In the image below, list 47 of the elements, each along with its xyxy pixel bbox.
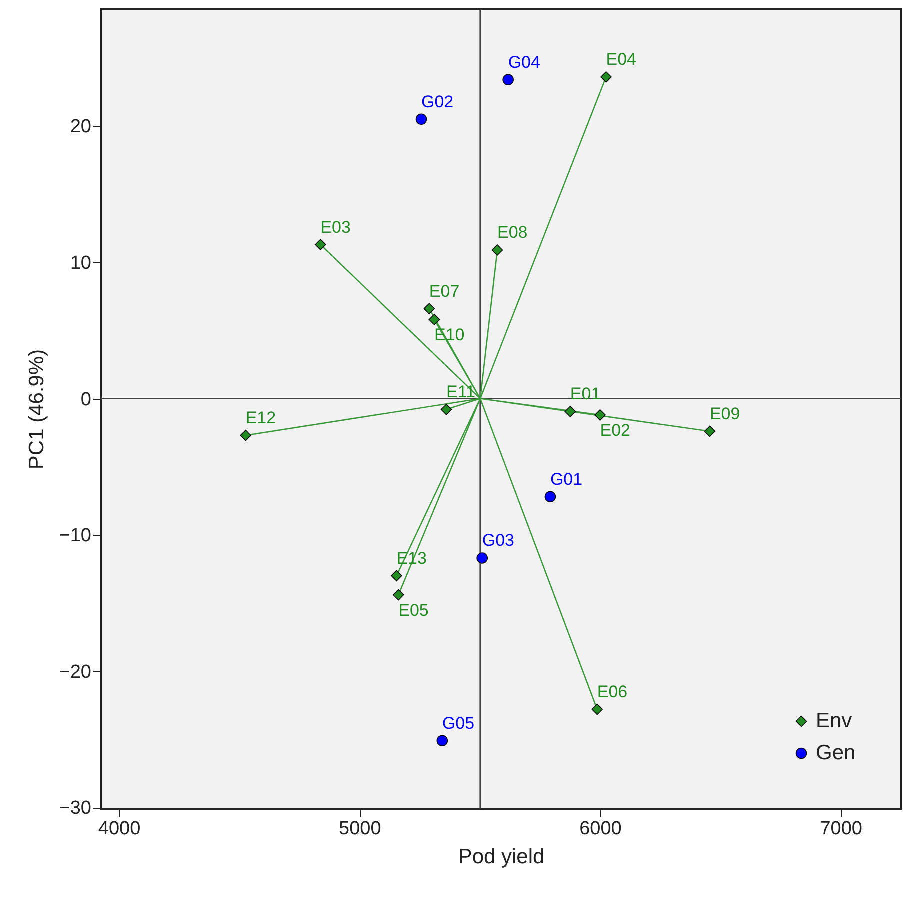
legend-label: Env: [816, 710, 853, 732]
y-axis-title: PC1 (46.9%): [25, 349, 48, 470]
point: [592, 704, 604, 716]
annotation: E06: [597, 682, 628, 702]
x-tick-label: 7000: [820, 818, 862, 840]
annotation: G05: [442, 714, 475, 733]
point: [492, 244, 504, 256]
y-tick-label: 20: [70, 116, 92, 138]
annotation: G03: [482, 531, 514, 550]
point: [436, 735, 448, 746]
annotation: E11: [446, 382, 476, 402]
point: [416, 114, 428, 126]
x-axis-title: Pod yield: [458, 846, 545, 868]
point: [564, 406, 576, 418]
point: [391, 570, 402, 582]
point: [600, 72, 612, 83]
y-tick-label: 10: [70, 252, 92, 274]
point: [594, 409, 606, 421]
point: [704, 426, 716, 438]
point: [240, 430, 252, 442]
point: [476, 552, 488, 564]
x-tick-label: 6000: [580, 818, 622, 840]
annotation: G04: [508, 52, 540, 72]
point: [424, 303, 436, 314]
annotation: E07: [429, 282, 460, 301]
y-tick-label: 0: [80, 389, 92, 410]
point: [428, 314, 440, 326]
annotation: E05: [398, 601, 429, 620]
point: [544, 491, 556, 503]
annotation: E03: [320, 218, 351, 237]
point: [440, 404, 452, 416]
annotation: E09: [710, 404, 740, 424]
annotation: E12: [246, 408, 276, 428]
annotation: G02: [421, 92, 454, 112]
annotation: E04: [606, 50, 637, 70]
x-tick-label: 4000: [98, 818, 141, 840]
point: [392, 589, 404, 601]
x-tick-label: 5000: [339, 818, 382, 840]
y-tick-label: −10: [59, 526, 92, 547]
annotation: E02: [600, 421, 630, 440]
y-tick-label: −30: [59, 798, 92, 820]
annotation: E08: [498, 223, 528, 242]
point: [315, 239, 326, 250]
point: [502, 74, 514, 86]
annotation: G01: [550, 470, 583, 489]
y-tick-label: −20: [59, 662, 92, 683]
legend-label: Gen: [816, 742, 856, 764]
